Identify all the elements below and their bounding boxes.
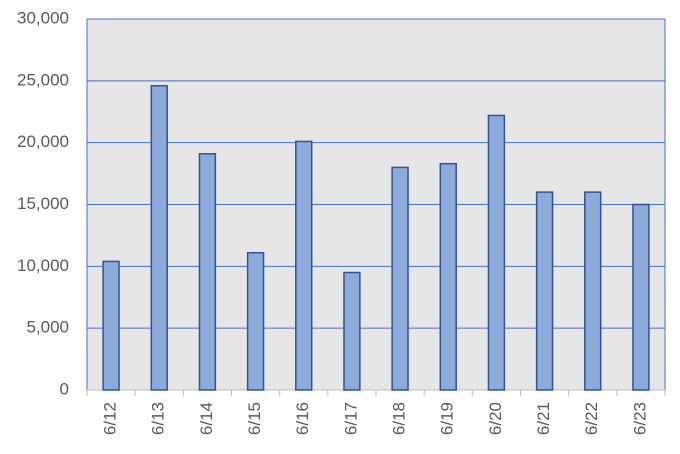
bar bbox=[584, 191, 602, 391]
x-tick-label: 6/14 bbox=[197, 402, 216, 435]
bar bbox=[632, 203, 650, 391]
y-tick-label: 25,000 bbox=[17, 70, 69, 89]
x-tick-label: 6/16 bbox=[293, 402, 312, 435]
x-tick-label: 6/20 bbox=[486, 402, 505, 435]
x-tick-label: 6/18 bbox=[390, 402, 409, 435]
bar bbox=[439, 162, 457, 391]
x-tick-label: 6/17 bbox=[341, 402, 360, 435]
y-tick-label: 5,000 bbox=[26, 318, 69, 337]
bar bbox=[487, 114, 506, 391]
bar bbox=[102, 260, 120, 391]
y-tick-label: 20,000 bbox=[17, 132, 69, 151]
y-tick-label: 15,000 bbox=[17, 194, 69, 213]
x-tick-label: 6/19 bbox=[438, 402, 457, 435]
x-tick-label: 6/23 bbox=[630, 402, 649, 435]
x-tick-label: 6/21 bbox=[534, 402, 553, 435]
bar bbox=[246, 251, 265, 391]
bar bbox=[150, 85, 168, 391]
x-tick-label: 6/12 bbox=[101, 402, 120, 435]
y-tick-label: 10,000 bbox=[17, 256, 69, 275]
y-tick-label: 30,000 bbox=[17, 8, 69, 27]
bar bbox=[295, 140, 313, 391]
bar bbox=[391, 166, 409, 391]
x-tick-label: 6/13 bbox=[149, 402, 168, 435]
y-tick-label: 0 bbox=[60, 379, 69, 398]
bar bbox=[535, 191, 554, 391]
x-tick-label: 6/22 bbox=[582, 402, 601, 435]
bar bbox=[198, 153, 217, 391]
bar bbox=[343, 271, 361, 391]
x-tick-label: 6/15 bbox=[245, 402, 264, 435]
